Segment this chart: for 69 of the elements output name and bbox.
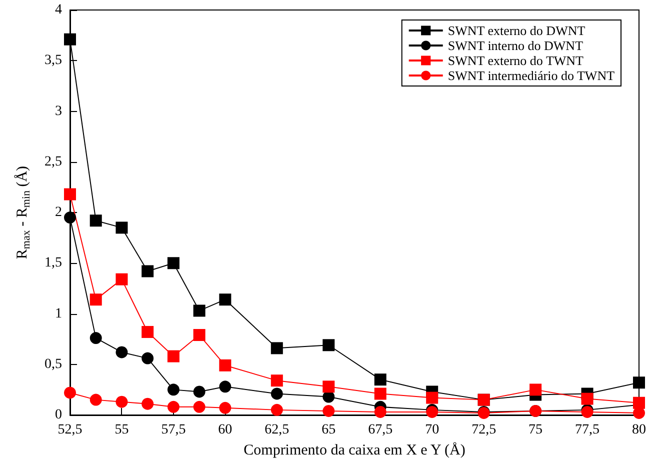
- point: [90, 294, 102, 306]
- legend-label: SWNT interno do DWNT: [448, 38, 584, 53]
- legend-label: SWNT externo do TWNT: [448, 53, 584, 68]
- point: [426, 392, 438, 404]
- point: [116, 273, 128, 286]
- point: [219, 380, 232, 393]
- point: [219, 294, 232, 306]
- point: [193, 329, 206, 342]
- point: [322, 380, 335, 393]
- point: [322, 404, 335, 417]
- point: [116, 346, 128, 358]
- point: [142, 265, 154, 278]
- legend-label: SWNT intermediário do TWNT: [448, 68, 615, 83]
- point: [142, 326, 154, 338]
- point: [90, 394, 102, 406]
- point: [167, 257, 180, 270]
- x-tick-label: 57,5: [161, 422, 186, 438]
- point: [270, 374, 283, 387]
- point: [374, 406, 386, 418]
- x-axis-title: Comprimento da caixa em X e Y (Å): [244, 442, 466, 458]
- point: [193, 386, 206, 398]
- point: [90, 214, 102, 227]
- x-tick-label: 65: [322, 422, 336, 438]
- x-tick-label: 67,5: [368, 422, 393, 438]
- point: [219, 359, 232, 372]
- x-tick-label: 70: [425, 422, 440, 438]
- point: [90, 332, 102, 344]
- x-tick-label: 55: [114, 422, 129, 438]
- point: [64, 386, 76, 399]
- legend-label: SWNT externo do DWNT: [448, 23, 586, 38]
- point: [270, 342, 283, 354]
- x-tick-label: 77,5: [575, 422, 600, 438]
- y-axis-title: Rmax - Rmin (Å): [14, 166, 32, 260]
- point: [322, 339, 335, 352]
- y-tick-label: 0: [55, 408, 62, 422]
- point: [64, 188, 76, 200]
- point: [64, 33, 76, 46]
- point: [167, 384, 180, 396]
- y-tick-label: 2: [55, 205, 62, 220]
- point: [167, 400, 180, 413]
- x-tick-label: 72,5: [472, 422, 496, 438]
- point: [633, 376, 645, 389]
- point: [193, 304, 206, 317]
- x-tick-label: 60: [218, 422, 232, 438]
- point: [374, 388, 386, 400]
- point: [270, 404, 283, 416]
- y-tick-label: 1,5: [44, 256, 62, 271]
- y-tick-label: 0,5: [44, 356, 62, 372]
- point: [116, 222, 128, 234]
- point: [193, 400, 206, 413]
- point: [374, 374, 386, 386]
- y-tick-label: 4: [55, 2, 62, 18]
- point: [530, 384, 542, 396]
- y-tick-label: 3: [55, 104, 62, 119]
- x-tick-label: 80: [632, 422, 646, 438]
- x-tick-label: 52,5: [58, 422, 82, 438]
- point: [270, 388, 283, 400]
- y-tick-label: 1: [55, 306, 62, 322]
- point: [64, 212, 76, 224]
- y-tick-label: 2,5: [44, 154, 62, 170]
- point: [167, 350, 180, 362]
- point: [116, 396, 128, 408]
- point: [581, 392, 594, 405]
- point: [219, 402, 232, 414]
- point: [142, 398, 154, 410]
- point: [142, 352, 154, 364]
- x-tick-label: 62,5: [264, 422, 290, 438]
- y-tick-label: 3,5: [44, 53, 62, 68]
- x-tick-label: 75: [528, 422, 543, 438]
